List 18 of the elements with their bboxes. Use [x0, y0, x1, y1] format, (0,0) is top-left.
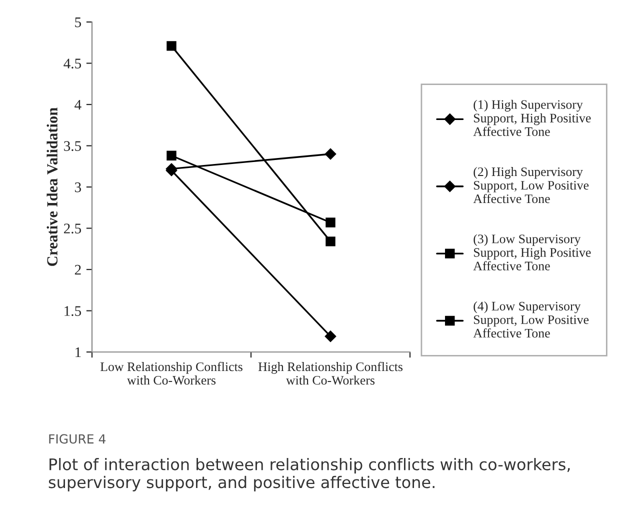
- y-tick-label: 1.5: [64, 306, 82, 316]
- y-tick-label: 3: [74, 182, 82, 192]
- caption: FIGURE 4: [49, 434, 106, 444]
- text: Plot of interaction between relationship conflicts with co-workers, supervisory support, and positive affective tone.: [48, 458, 570, 492]
- y-tick-label: 4: [74, 100, 82, 110]
- x-tick-label: Low Relationship Conflicts with Co-Workers: [100, 362, 242, 385]
- y-tick-label: 2.5: [64, 224, 82, 234]
- legend-label: (4) Low Supervisory Support, Low Positive Affective Tone: [473, 301, 589, 338]
- y-tick-label: 2: [74, 264, 81, 275]
- legend-label: (2) High Supervisory Support, Low Positive Affective Tone: [473, 167, 589, 204]
- legend-label: (1) High Supervisory Support, High Positive Affective Tone: [473, 100, 591, 136]
- y-tick-label: 1: [76, 347, 81, 358]
- y-tick-label: 5: [75, 18, 82, 28]
- y-tick-label: 4.5: [64, 58, 82, 69]
- x-tick-label: High Relationship Conflicts with Co-Workers: [258, 362, 403, 385]
- y-tick-label: 3.5: [64, 141, 82, 152]
- y-axis-title: Creative Idea Validation: [46, 108, 58, 266]
- legend-label: (3) Low Supervisory Support, High Positive Affective Tone: [473, 234, 591, 270]
